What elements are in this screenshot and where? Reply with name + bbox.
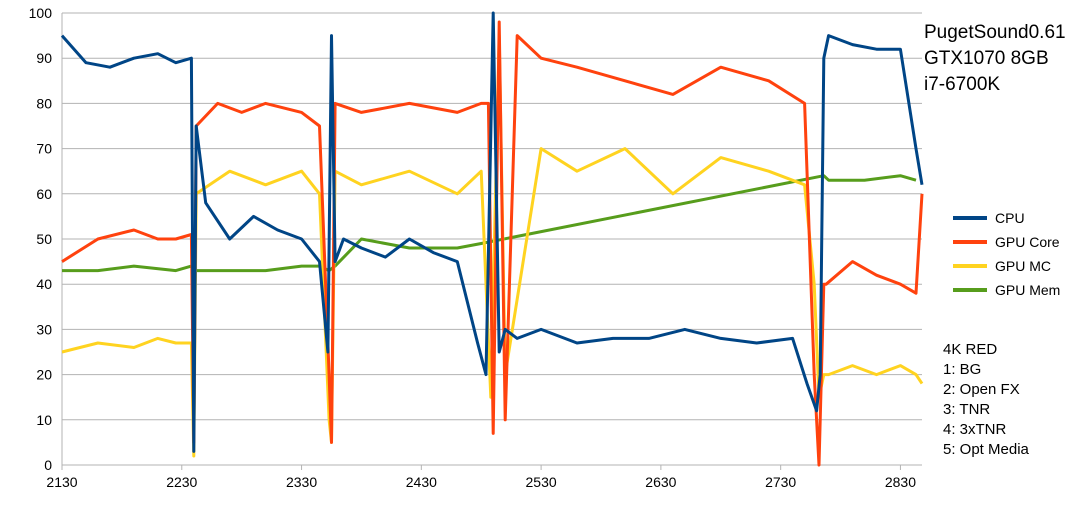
note-line: 2: Open FX	[943, 381, 1020, 398]
x-tick-label: 2530	[526, 474, 557, 490]
y-tick-label: 100	[29, 5, 53, 21]
x-tick-label: 2830	[885, 474, 916, 490]
series-lines	[60, 11, 924, 467]
y-tick-label: 30	[36, 321, 52, 337]
note-line: 5: Opt Media	[943, 441, 1029, 458]
x-axis-ticks: 2130 2230 2330 2430 2530 2630 2730 2830	[46, 465, 916, 490]
x-tick-label: 2330	[286, 474, 317, 490]
x-tick-label: 2230	[166, 474, 197, 490]
y-tick-label: 90	[36, 50, 52, 66]
y-tick-label: 40	[36, 276, 52, 292]
legend-item-gpu-mc: GPU MC	[953, 254, 1060, 278]
legend-item-gpu-mem: GPU Mem	[953, 278, 1060, 302]
legend-label-gpu-mc: GPU MC	[995, 258, 1051, 274]
x-tick-label: 2130	[46, 474, 77, 490]
note-line: 1: BG	[943, 361, 982, 378]
series-line-cpu	[60, 11, 924, 453]
x-tick-label: 2630	[645, 474, 676, 490]
legend-swatch-gpu-mc	[953, 264, 987, 268]
y-tick-label: 70	[36, 141, 52, 157]
legend: CPU GPU Core GPU MC GPU Mem	[953, 206, 1060, 302]
annotation-notes: 4K RED 1: BG 2: Open FX 3: TNR 4: 3xTNR …	[943, 340, 1029, 460]
legend-label-gpu-mem: GPU Mem	[995, 282, 1061, 298]
note-line: 3: TNR	[943, 401, 991, 418]
note-line: 4K RED	[943, 341, 998, 358]
y-tick-label: 20	[36, 367, 52, 383]
x-tick-label: 2430	[406, 474, 437, 490]
y-tick-label: 80	[36, 95, 52, 111]
y-tick-label: 50	[36, 231, 52, 247]
chart-title-line-1: PugetSound0.61	[924, 22, 1066, 43]
chart-title-line-2: GTX1070 8GB	[924, 48, 1049, 69]
y-tick-label: 60	[36, 186, 52, 202]
legend-swatch-gpu-core	[953, 240, 987, 244]
y-axis-ticks: 0 10 20 30 40 50 60 70 80 90 100	[29, 5, 53, 473]
y-tick-label: 0	[44, 457, 52, 473]
x-tick-label: 2730	[765, 474, 796, 490]
legend-swatch-gpu-mem	[953, 288, 987, 292]
legend-label-gpu-core: GPU Core	[995, 234, 1060, 250]
y-tick-label: 10	[36, 412, 52, 428]
legend-item-cpu: CPU	[953, 206, 1060, 230]
legend-swatch-cpu	[953, 216, 987, 220]
legend-item-gpu-core: GPU Core	[953, 230, 1060, 254]
note-line: 4: 3xTNR	[943, 421, 1007, 438]
chart-title-line-3: i7-6700K	[924, 74, 1001, 95]
legend-label-cpu: CPU	[995, 210, 1025, 226]
